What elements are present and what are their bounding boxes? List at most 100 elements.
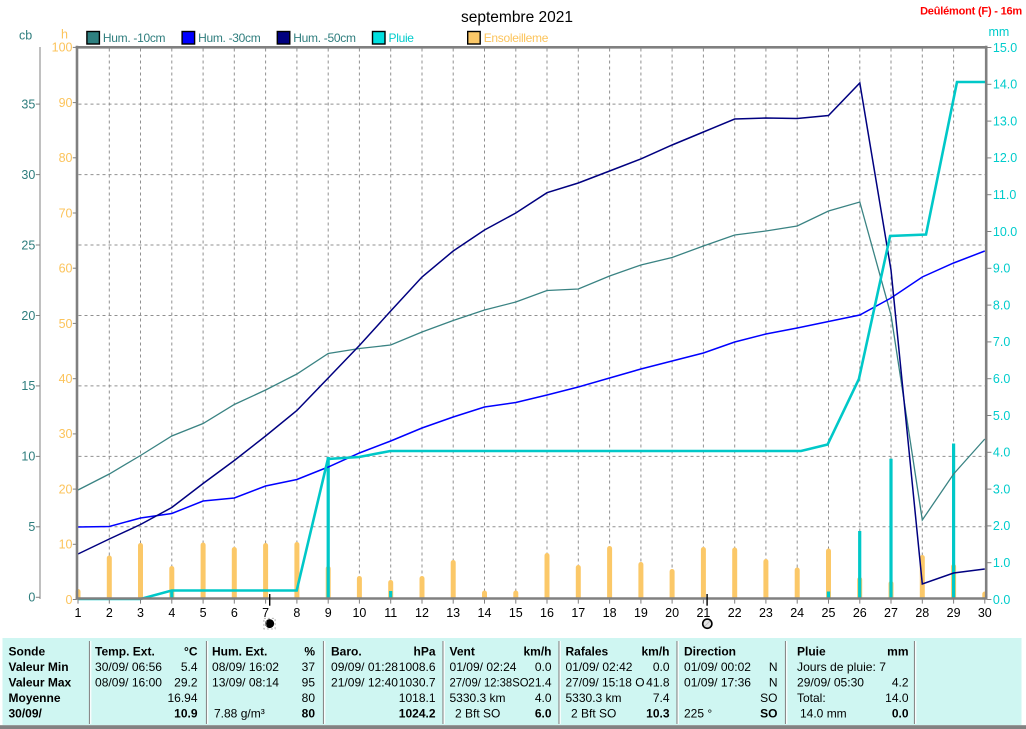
svg-text:13.0: 13.0 [993, 114, 1017, 128]
svg-text:12.0: 12.0 [993, 151, 1017, 165]
svg-text:Pluie: Pluie [797, 645, 826, 659]
svg-text:20: 20 [21, 309, 35, 323]
svg-text:30: 30 [59, 427, 73, 441]
svg-text:28: 28 [915, 606, 929, 620]
svg-text:5: 5 [200, 606, 207, 620]
svg-text:5.4: 5.4 [181, 660, 198, 674]
svg-text:Moyenne: Moyenne [9, 691, 61, 705]
svg-text:N: N [769, 660, 778, 674]
svg-text:Hum. -10cm: Hum. -10cm [103, 31, 166, 45]
svg-text:80: 80 [302, 707, 316, 721]
svg-text:septembre 2021: septembre 2021 [461, 9, 573, 26]
svg-text:1018.1: 1018.1 [399, 691, 436, 705]
svg-text:Valeur Min: Valeur Min [9, 660, 69, 674]
svg-text:95: 95 [302, 676, 316, 690]
svg-text:10: 10 [352, 606, 366, 620]
svg-text:60: 60 [59, 262, 73, 276]
svg-text:14.0: 14.0 [993, 78, 1017, 92]
svg-text:20: 20 [59, 482, 73, 496]
svg-text:6.0: 6.0 [535, 707, 552, 721]
svg-text:Hum. -50cm: Hum. -50cm [293, 31, 356, 45]
svg-text:3.0: 3.0 [993, 482, 1010, 496]
svg-text:°C: °C [184, 645, 198, 659]
svg-text:01/09/ 02:42: 01/09/ 02:42 [566, 660, 633, 674]
svg-text:30/09/ 06:56: 30/09/ 06:56 [95, 660, 162, 674]
svg-text:16.94: 16.94 [167, 691, 197, 705]
svg-text:Ensoleilleme: Ensoleilleme [484, 31, 549, 45]
svg-text:1.0: 1.0 [993, 556, 1010, 570]
svg-text:23: 23 [759, 606, 773, 620]
svg-text:01/09/ 17:36: 01/09/ 17:36 [684, 676, 751, 690]
svg-text:16: 16 [540, 606, 554, 620]
svg-text:80: 80 [302, 691, 316, 705]
svg-text:0.0: 0.0 [892, 707, 909, 721]
svg-text:30: 30 [21, 168, 35, 182]
svg-text:14.0: 14.0 [885, 691, 909, 705]
svg-text:mm: mm [887, 645, 908, 659]
svg-text:14.0 mm: 14.0 mm [800, 707, 847, 721]
svg-text:15: 15 [21, 379, 35, 393]
svg-text:21/09/ 12:40: 21/09/ 12:40 [331, 676, 398, 690]
svg-text:Sonde: Sonde [9, 645, 46, 659]
svg-text:30: 30 [978, 606, 992, 620]
svg-text:Direction: Direction [684, 645, 736, 659]
svg-text:11: 11 [384, 606, 397, 620]
svg-text:19: 19 [634, 606, 648, 620]
svg-text:20: 20 [665, 606, 679, 620]
svg-text:50: 50 [59, 317, 73, 331]
svg-text:8: 8 [293, 606, 300, 620]
svg-text:09/09/ 01:28: 09/09/ 01:28 [331, 660, 398, 674]
svg-text:SO: SO [760, 691, 777, 705]
svg-text:14: 14 [478, 606, 492, 620]
svg-text:Deûlémont (F) - 16m: Deûlémont (F) - 16m [920, 6, 1022, 18]
svg-text:mm: mm [989, 25, 1010, 39]
svg-text:0.0: 0.0 [535, 660, 552, 674]
svg-text:70: 70 [59, 206, 73, 220]
svg-text:225 °: 225 ° [684, 707, 712, 721]
svg-text:7.88 g/m³: 7.88 g/m³ [214, 707, 265, 721]
svg-text:29.2: 29.2 [174, 676, 198, 690]
svg-text:1008.6: 1008.6 [399, 660, 436, 674]
svg-text:Baro.: Baro. [331, 645, 362, 659]
svg-text:2 Bft SO: 2 Bft SO [455, 707, 500, 721]
svg-text:10.9: 10.9 [174, 707, 198, 721]
svg-text:21.4: 21.4 [528, 676, 552, 690]
svg-text:1: 1 [75, 606, 82, 620]
svg-text:h: h [61, 28, 68, 42]
svg-text:26: 26 [853, 606, 867, 620]
svg-text:N: N [769, 676, 778, 690]
svg-text:10: 10 [59, 538, 73, 552]
svg-text:13: 13 [446, 606, 460, 620]
svg-text:1030.7: 1030.7 [399, 676, 436, 690]
svg-text:Pluie: Pluie [389, 31, 415, 45]
svg-text:0.0: 0.0 [993, 593, 1010, 607]
svg-text:2: 2 [106, 606, 113, 620]
svg-text:7.4: 7.4 [653, 691, 670, 705]
svg-text:0: 0 [28, 591, 35, 605]
svg-text:25: 25 [21, 238, 35, 252]
svg-text:29/09/ 05:30: 29/09/ 05:30 [797, 676, 864, 690]
svg-text:cb: cb [19, 29, 32, 43]
svg-text:3: 3 [137, 606, 144, 620]
svg-text:Jours de pluie: 7: Jours de pluie: 7 [797, 660, 886, 674]
svg-text:2.0: 2.0 [993, 519, 1010, 533]
svg-text:27: 27 [884, 606, 898, 620]
svg-text:41.8: 41.8 [646, 676, 670, 690]
svg-text:30/09/: 30/09/ [9, 707, 43, 721]
svg-text:Temp. Ext.: Temp. Ext. [95, 645, 155, 659]
svg-text:90: 90 [59, 96, 73, 110]
svg-text:0: 0 [66, 593, 73, 607]
svg-text:6.0: 6.0 [993, 372, 1010, 386]
svg-text:8.0: 8.0 [993, 298, 1010, 312]
svg-text:35: 35 [21, 97, 35, 111]
svg-text:9: 9 [325, 606, 332, 620]
svg-text:%: % [304, 645, 315, 659]
svg-text:17: 17 [571, 606, 585, 620]
svg-text:5: 5 [28, 520, 35, 534]
svg-text:Rafales: Rafales [566, 645, 609, 659]
svg-text:27/09/ 12:38SO: 27/09/ 12:38SO [450, 676, 529, 690]
svg-text:80: 80 [59, 151, 73, 165]
svg-text:6: 6 [231, 606, 238, 620]
svg-text:13/09/ 08:14: 13/09/ 08:14 [212, 676, 279, 690]
svg-text:29: 29 [947, 606, 961, 620]
